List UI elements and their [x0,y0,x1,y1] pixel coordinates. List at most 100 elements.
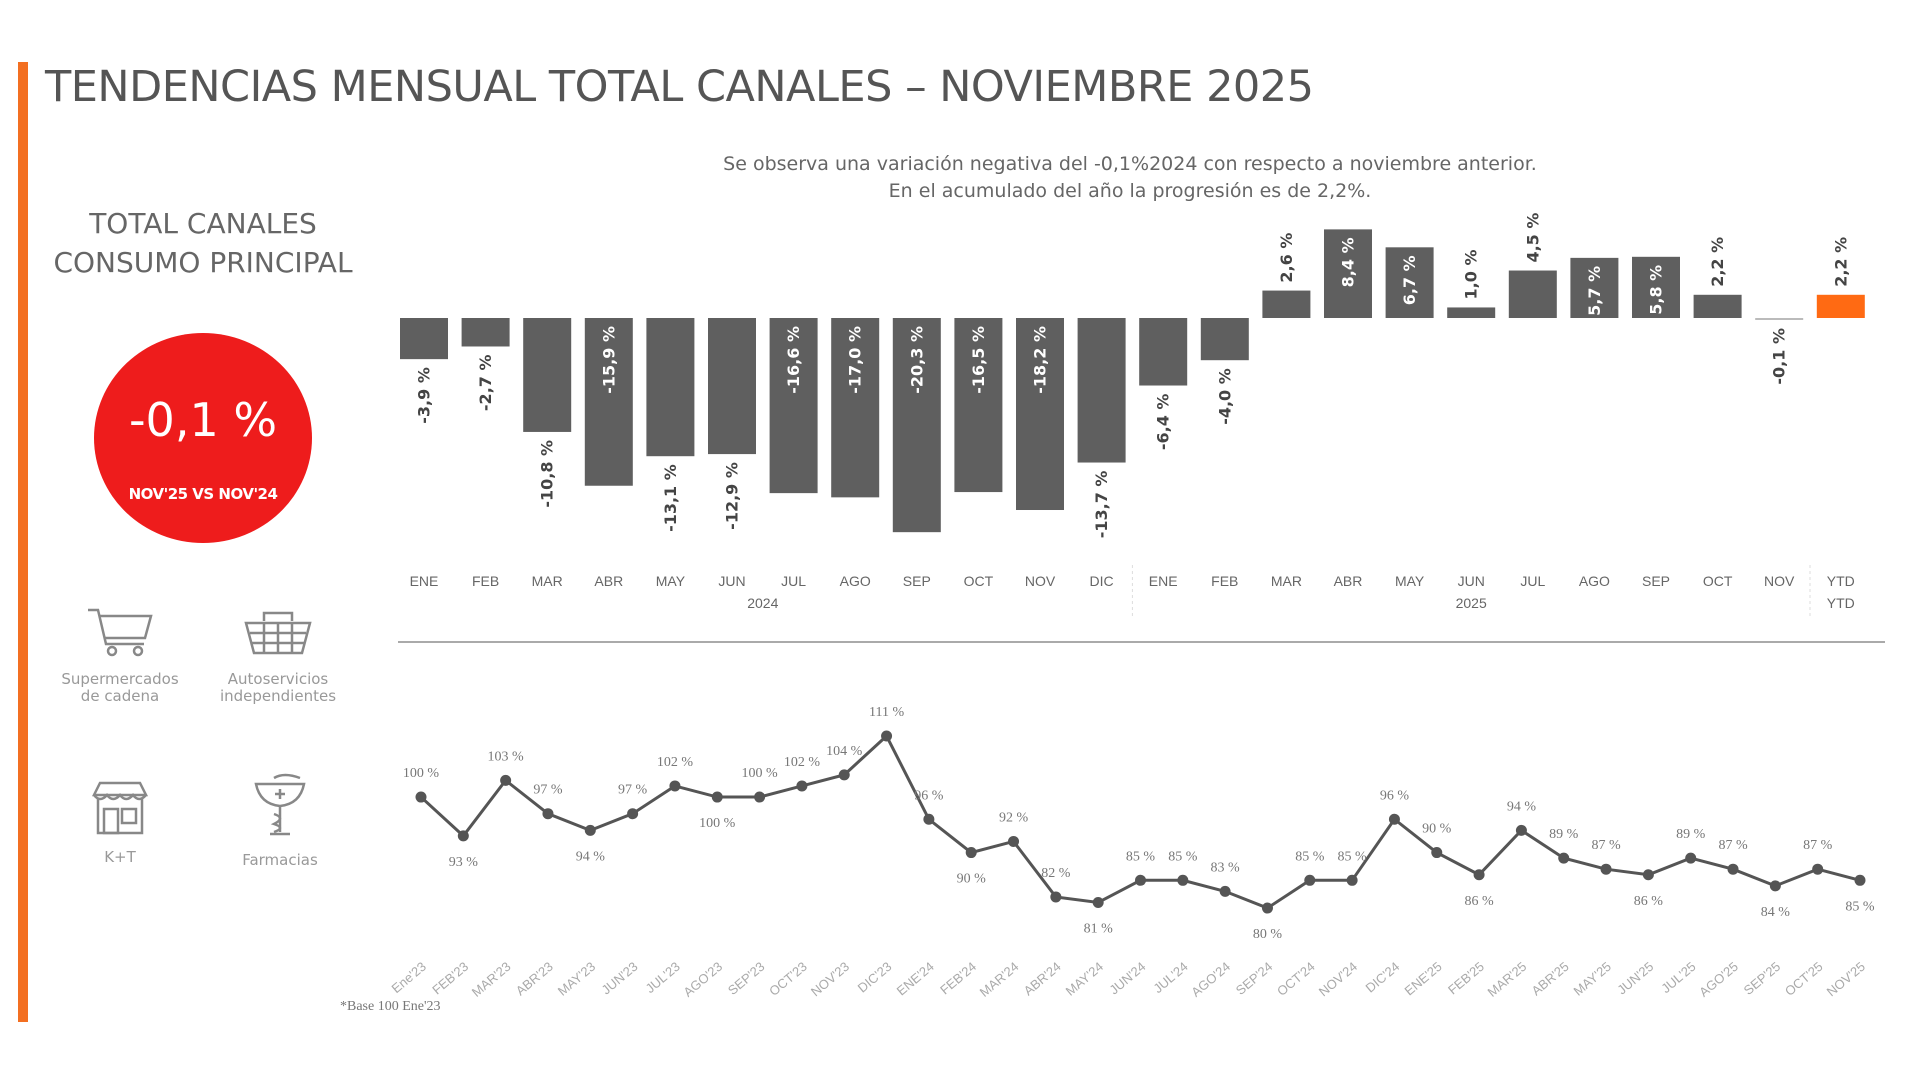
bar-data-label: 6,7 % [1400,255,1419,305]
bar [1324,229,1372,318]
trend-data-label: 111 % [869,705,904,720]
x-tick-label: OCT [1703,573,1733,589]
pharmacy-bowl-icon [254,773,306,836]
x-tick-label: OCT [964,573,994,589]
bar [1016,318,1064,511]
trend-point [881,730,893,742]
x-tick-label: JUN'24 [1106,959,1148,998]
bar [1385,247,1434,318]
x-tick-label: JUN'25 [1614,959,1656,998]
bar [769,318,818,494]
trend-data-label: 100 % [699,816,736,831]
chart-footnote: *Base 100 Ene'23 [340,999,441,1014]
x-tick-label: FEB'23 [429,959,471,998]
bar-data-label: 8,4 % [1339,237,1358,287]
x-tick-label: MAY'23 [555,959,598,999]
trend-point [1008,835,1020,847]
bar [523,318,572,432]
x-tick-label: JUN [1458,573,1485,589]
trend-data-label: 96 % [1380,788,1410,803]
trend-data-label: 85 % [1845,899,1875,914]
bar-data-label: -17,0 % [846,326,865,394]
bar [1262,290,1311,318]
trend-data-label: 94 % [576,849,606,864]
trend-data-label: 97 % [533,783,563,798]
bar-data-label: -10,8 % [538,440,557,508]
channel-label: de cadena [80,687,160,705]
x-tick-label: OCT'24 [1274,959,1318,999]
panel-title-line-2: CONSUMO PRINCIPAL [53,246,353,279]
trend-data-label: 80 % [1253,927,1283,942]
trend-point [1346,874,1358,886]
x-tick-label: NOV'24 [1316,959,1360,999]
x-tick-label: JUN'23 [599,959,641,998]
x-tick-label: MAR'23 [469,959,514,1000]
bar [831,318,880,498]
x-tick-label: MAR [532,573,563,589]
bar [1632,256,1680,318]
trend-point [415,791,427,803]
trend-point [1642,869,1654,881]
trend-data-label: 85 % [1295,849,1325,864]
storefront-icon [91,781,149,835]
bar-data-label: 1,0 % [1462,249,1481,299]
x-tick-label: FEB'24 [937,959,979,998]
bar-data-label: 5,8 % [1647,265,1666,315]
trend-point [711,791,723,803]
trend-point [584,824,596,836]
trend-data-label: 90 % [957,872,987,887]
channel-kt: K+T [35,775,205,866]
x-tick-label: ABR [594,573,623,589]
kpi-label: NOV'25 VS NOV'24 [128,485,278,503]
trend-data-label: 82 % [1041,866,1071,881]
x-tick-label: AGO [1579,573,1610,589]
bar-data-label: -6,4 % [1154,394,1173,451]
trend-data-label: 104 % [826,744,863,759]
trend-point [457,830,469,842]
bar [1570,257,1619,318]
trend-data-label: 102 % [657,755,694,770]
x-tick-label: ENE'24 [894,959,937,999]
x-tick-label: Ene'23 [389,959,429,996]
channel-label: Supermercados [61,670,179,688]
trend-point [965,847,977,859]
trend-point [1135,874,1146,886]
x-group-label: YTD [1827,595,1855,611]
bar-data-label: 2,2 % [1708,237,1727,287]
x-tick-label: SEP'24 [1233,959,1276,998]
trend-point [669,780,681,792]
bar [1508,270,1557,318]
x-tick-label: NOV'25 [1824,959,1868,999]
channel-label: Farmacias [242,851,318,869]
channel-label: independientes [219,687,337,705]
x-tick-label: FEB [1211,573,1238,589]
x-tick-label: SEP'25 [1741,959,1784,998]
bar-data-label: 4,5 % [1523,213,1542,263]
x-tick-label: SEP [1642,573,1670,589]
x-tick-label: ABR'25 [1529,959,1572,999]
trend-data-label: 103 % [488,749,525,764]
bar-data-label: -16,5 % [969,326,988,394]
x-tick-label: SEP'23 [725,959,768,998]
trend-point [1600,863,1612,875]
trend-data-label: 81 % [1084,922,1114,937]
bar [1693,294,1742,318]
trend-point [1388,813,1400,825]
bar [708,318,756,455]
trend-data-label: 85 % [1338,849,1368,864]
chart-subtitle: Se observa una variación negativa del -0… [630,151,1630,205]
bar [1447,307,1496,318]
shopping-cart-icon [88,608,153,657]
trend-point [1515,824,1527,836]
bar [1816,294,1865,318]
trend-point [500,774,512,786]
trend-data-label: 85 % [1168,849,1198,864]
trend-data-label: 92 % [999,810,1029,825]
trend-point [542,808,554,820]
x-tick-label: NOV [1025,573,1056,589]
trend-data-label: 87 % [1718,838,1748,853]
x-tick-label: FEB [472,573,499,589]
x-tick-label: MAY'24 [1063,959,1106,999]
bar-data-label: -4,0 % [1215,368,1234,425]
bar-data-label: -13,7 % [1092,471,1111,539]
